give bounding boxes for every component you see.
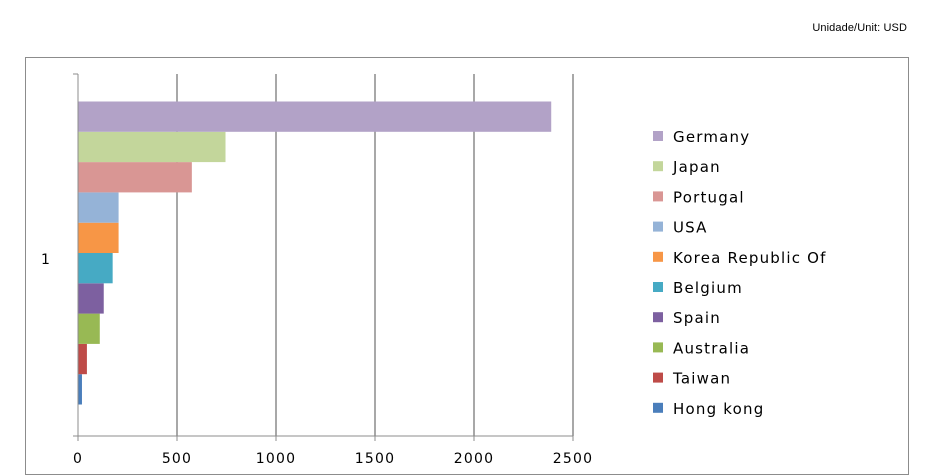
x-tick-label: 2500 (553, 451, 593, 467)
bar-spain (78, 283, 104, 314)
bars (78, 101, 552, 405)
legend-label: Australia (673, 339, 750, 357)
bar-korea-republic-of (78, 222, 119, 253)
legend-item: Korea Republic Of (653, 249, 827, 267)
legend-swatch (653, 221, 663, 232)
legend-swatch (653, 372, 663, 383)
x-tick-label: 500 (162, 451, 192, 467)
legend-item: Germany (653, 128, 750, 146)
legend-swatch (653, 312, 663, 323)
legend-label: Belgium (673, 279, 743, 297)
bar-taiwan (78, 343, 87, 375)
legend-item: Hong kong (653, 400, 764, 418)
legend-swatch (653, 251, 663, 262)
legend-item: Spain (653, 309, 721, 327)
legend-label: Portugal (673, 188, 745, 206)
x-tick-label: 2000 (454, 451, 494, 467)
legend-item: Australia (653, 339, 750, 357)
legend: Germany Japan Portugal USA Korea Republic Of… (653, 128, 827, 418)
bar-portugal (78, 162, 192, 193)
legend-label: Hong kong (673, 400, 764, 418)
legend-item: Japan (653, 158, 721, 176)
legend-item: Portugal (653, 188, 745, 206)
legend-swatch (653, 161, 663, 172)
chart-area: 0 500 1000 1500 2000 2500 1 Germany Japan Portug… (25, 57, 909, 475)
legend-swatch (653, 342, 663, 353)
legend-label: Germany (673, 128, 750, 146)
legend-label: Japan (672, 158, 721, 176)
x-tick-label: 0 (73, 451, 83, 467)
bar-japan (78, 131, 226, 163)
legend-item: Belgium (653, 279, 743, 297)
bar-usa (78, 192, 119, 223)
legend-label: Korea Republic Of (673, 249, 827, 267)
bar-belgium (78, 253, 113, 284)
x-tick-label: 1500 (355, 451, 395, 467)
legend-item: USA (653, 219, 708, 237)
bar-australia (78, 313, 100, 344)
legend-label: Taiwan (672, 370, 731, 388)
bar-chart: 0 500 1000 1500 2000 2500 1 Germany Japan Portug… (41, 73, 827, 467)
legend-swatch (653, 282, 663, 292)
legend-swatch (653, 402, 663, 413)
bar-hong-kong (78, 374, 82, 405)
legend-item: Taiwan (653, 370, 731, 388)
unit-label: Unidade/Unit: USD (812, 22, 907, 34)
legend-swatch (653, 131, 663, 141)
legend-label: USA (673, 219, 708, 237)
axes: 0 500 1000 1500 2000 2500 1 (41, 73, 593, 467)
gridlines (176, 74, 574, 436)
y-category-label: 1 (41, 252, 51, 268)
x-tick-label: 1000 (256, 451, 296, 467)
bar-germany (78, 101, 552, 132)
legend-swatch (653, 191, 663, 202)
legend-label: Spain (673, 309, 721, 327)
